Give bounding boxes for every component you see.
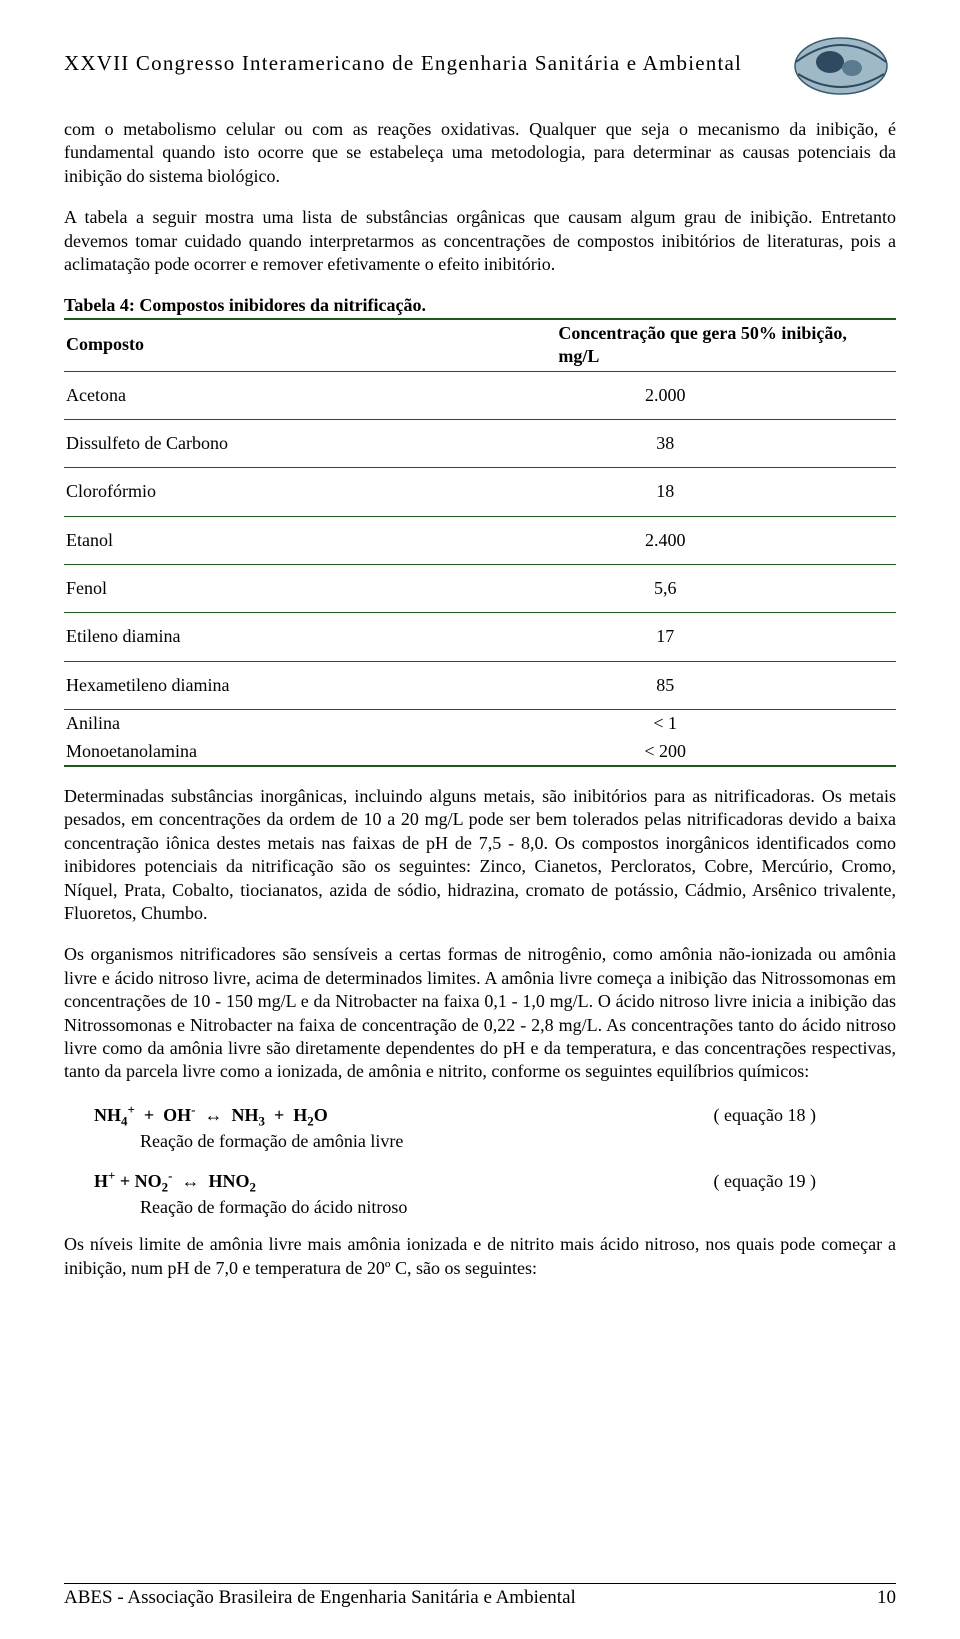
table-row: Dissulfeto de Carbono 38 <box>64 419 896 467</box>
page: XXVII Congresso Interamericano de Engenh… <box>0 0 960 1639</box>
cell-value: 38 <box>438 419 896 467</box>
cell-value: 18 <box>438 468 896 516</box>
table-row: Etanol 2.400 <box>64 516 896 564</box>
paragraph-2: A tabela a seguir mostra uma lista de su… <box>64 206 896 276</box>
equation-18-formula: NH4+ + OH- ↔ NH3 + H2O <box>94 1102 328 1130</box>
equation-18-label: ( equação 18 ) <box>714 1104 896 1127</box>
table-header-row: Composto Concentração que gera 50% inibi… <box>64 319 896 371</box>
cell-compound: Clorofórmio <box>64 468 438 516</box>
cell-compound: Anilina <box>64 710 438 738</box>
cell-compound: Hexametileno diamina <box>64 661 438 709</box>
cell-compound: Monoetanolamina <box>64 738 438 766</box>
paragraph-3: Determinadas substâncias inorgânicas, in… <box>64 785 896 925</box>
table-row: Clorofórmio 18 <box>64 468 896 516</box>
header-logo-icon <box>786 32 896 96</box>
table-row: Monoetanolamina < 200 <box>64 738 896 766</box>
equation-18: NH4+ + OH- ↔ NH3 + H2O ( equação 18 ) Re… <box>94 1102 896 1154</box>
table-row: Etileno diamina 17 <box>64 613 896 661</box>
footer: ABES - Associação Brasileira de Engenhar… <box>64 1583 896 1611</box>
paragraph-1: com o metabolismo celular ou com as reaç… <box>64 118 896 188</box>
cell-value: 2.400 <box>438 516 896 564</box>
equation-18-desc: Reação de formação de amônia livre <box>140 1130 896 1153</box>
table-row: Acetona 2.000 <box>64 371 896 419</box>
equation-19-label: ( equação 19 ) <box>714 1170 896 1193</box>
table4-caption: Tabela 4: Compostos inibidores da nitrif… <box>64 294 896 317</box>
footer-org: ABES - Associação Brasileira de Engenhar… <box>64 1586 576 1611</box>
paragraph-5: Os níveis limite de amônia livre mais am… <box>64 1233 896 1280</box>
table4: Composto Concentração que gera 50% inibi… <box>64 318 896 767</box>
cell-compound: Dissulfeto de Carbono <box>64 419 438 467</box>
table-row: Fenol 5,6 <box>64 565 896 613</box>
cell-value: 17 <box>438 613 896 661</box>
cell-compound: Etanol <box>64 516 438 564</box>
header: XXVII Congresso Interamericano de Engenh… <box>64 32 896 96</box>
cell-value: 5,6 <box>438 565 896 613</box>
equation-19-desc: Reação de formação do ácido nitroso <box>140 1196 896 1219</box>
cell-value: 85 <box>438 661 896 709</box>
cell-value: < 200 <box>438 738 896 766</box>
table-row: Anilina < 1 <box>64 710 896 738</box>
equation-19-formula: H+ + NO2- ↔ HNO2 <box>94 1168 256 1196</box>
cell-compound: Fenol <box>64 565 438 613</box>
footer-page-number: 10 <box>877 1586 896 1611</box>
equation-19: H+ + NO2- ↔ HNO2 ( equação 19 ) Reação d… <box>94 1168 896 1220</box>
cell-value: 2.000 <box>438 371 896 419</box>
conference-title: XXVII Congresso Interamericano de Engenh… <box>64 50 742 77</box>
col-header-compound: Composto <box>64 319 438 371</box>
paragraph-4: Os organismos nitrificadores são sensíve… <box>64 943 896 1083</box>
cell-compound: Acetona <box>64 371 438 419</box>
cell-compound: Etileno diamina <box>64 613 438 661</box>
table-row: Hexametileno diamina 85 <box>64 661 896 709</box>
col-header-concentration: Concentração que gera 50% inibição, mg/L <box>438 319 896 371</box>
cell-value: < 1 <box>438 710 896 738</box>
